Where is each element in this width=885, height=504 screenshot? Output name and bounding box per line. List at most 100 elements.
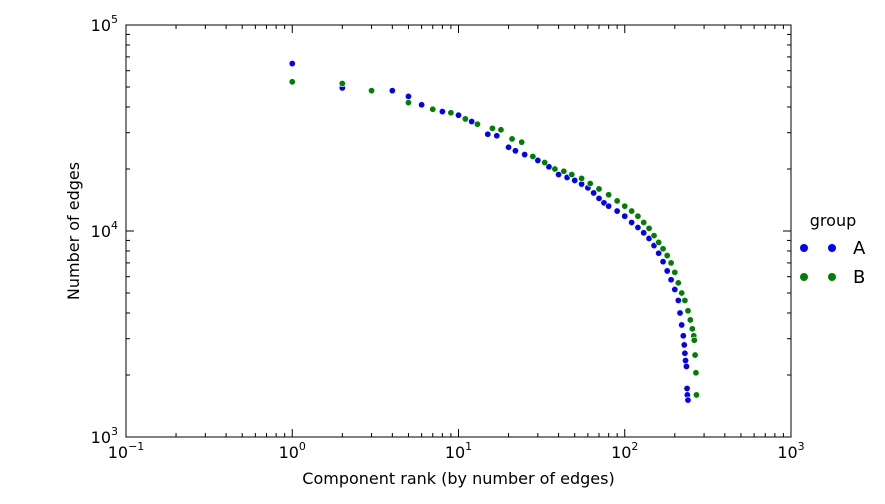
data-point — [686, 316, 694, 324]
y-tick-label: 104 — [91, 219, 118, 241]
data-point — [682, 362, 690, 370]
data-point — [683, 384, 691, 392]
x-axis-label: Component rank (by number of edges) — [302, 469, 614, 488]
data-point — [682, 357, 690, 365]
data-point — [568, 171, 576, 179]
data-point — [511, 147, 519, 155]
data-point — [674, 279, 682, 287]
data-point — [461, 115, 469, 123]
data-point — [508, 135, 516, 143]
data-point — [692, 391, 700, 399]
legend-item-B: B — [800, 267, 865, 288]
data-point — [659, 245, 667, 253]
x-tick-label: 10−1 — [108, 440, 145, 462]
axis-ticks — [125, 24, 792, 438]
data-point — [368, 87, 376, 95]
data-point — [671, 285, 679, 293]
data-point — [529, 152, 537, 160]
data-point — [429, 105, 437, 113]
data-point — [578, 174, 586, 182]
data-point — [288, 60, 296, 68]
tick-labels: 10−1 100 101 102 103 103 104 105 — [91, 13, 805, 462]
data-point — [484, 130, 492, 138]
legend-title: group — [810, 211, 856, 230]
data-point — [650, 232, 658, 240]
data-point — [667, 276, 675, 284]
y-tick-label: 105 — [91, 13, 118, 35]
data-point — [645, 224, 653, 232]
data-point — [690, 336, 698, 344]
data-point — [613, 197, 621, 205]
y-axis-label: Number of edges — [64, 162, 83, 300]
data-point — [541, 159, 549, 167]
data-point — [551, 165, 559, 173]
data-point — [505, 143, 513, 151]
data-points — [288, 60, 700, 404]
data-point — [621, 202, 629, 210]
data-point — [679, 332, 687, 340]
data-point — [473, 120, 481, 128]
data-point — [605, 191, 613, 199]
data-point — [534, 156, 542, 164]
legend: group AB — [800, 211, 866, 288]
data-point — [571, 176, 579, 184]
data-point — [678, 289, 686, 297]
data-point — [418, 101, 426, 109]
data-point — [671, 268, 679, 276]
data-point — [454, 111, 462, 119]
data-point — [628, 218, 636, 226]
y-tick-label: 103 — [91, 425, 118, 447]
legend-item-A: A — [800, 238, 866, 259]
data-point — [590, 189, 598, 197]
data-point — [640, 229, 648, 237]
data-point — [595, 194, 603, 202]
data-point — [663, 252, 671, 260]
data-point — [586, 180, 594, 188]
data-point — [521, 151, 529, 159]
data-point — [691, 351, 699, 359]
x-tick-label: 101 — [445, 440, 472, 462]
data-point — [628, 207, 636, 215]
data-point — [518, 138, 526, 146]
data-point — [545, 163, 553, 171]
data-point — [640, 218, 648, 226]
data-point — [438, 108, 446, 116]
data-point — [488, 124, 496, 132]
legend-label: B — [853, 267, 865, 288]
data-point — [468, 118, 476, 126]
data-point — [684, 307, 692, 315]
data-point — [663, 267, 671, 275]
x-tick-label: 102 — [611, 440, 638, 462]
plot-frame — [125, 24, 792, 438]
data-point — [447, 109, 455, 117]
data-point — [692, 369, 700, 377]
data-point — [678, 321, 686, 329]
data-point — [613, 207, 621, 215]
legend-marker — [828, 273, 836, 281]
x-tick-label: 103 — [777, 440, 804, 462]
data-point — [404, 99, 412, 107]
series-A — [288, 60, 692, 404]
data-point — [674, 296, 682, 304]
data-point — [681, 349, 689, 357]
x-tick-label: 100 — [279, 440, 306, 462]
data-point — [655, 238, 663, 246]
data-point — [388, 87, 396, 95]
data-point — [288, 78, 296, 86]
data-point — [555, 171, 563, 179]
data-point — [338, 80, 346, 88]
data-point — [684, 396, 692, 404]
legend-marker — [800, 273, 808, 281]
data-point — [680, 341, 688, 349]
data-point — [634, 223, 642, 231]
data-point — [493, 132, 501, 140]
data-point — [667, 259, 675, 267]
data-point — [595, 185, 603, 193]
data-point — [676, 309, 684, 317]
data-point — [688, 325, 696, 333]
legend-marker — [800, 244, 808, 252]
data-point — [621, 212, 629, 220]
data-point — [634, 212, 642, 220]
